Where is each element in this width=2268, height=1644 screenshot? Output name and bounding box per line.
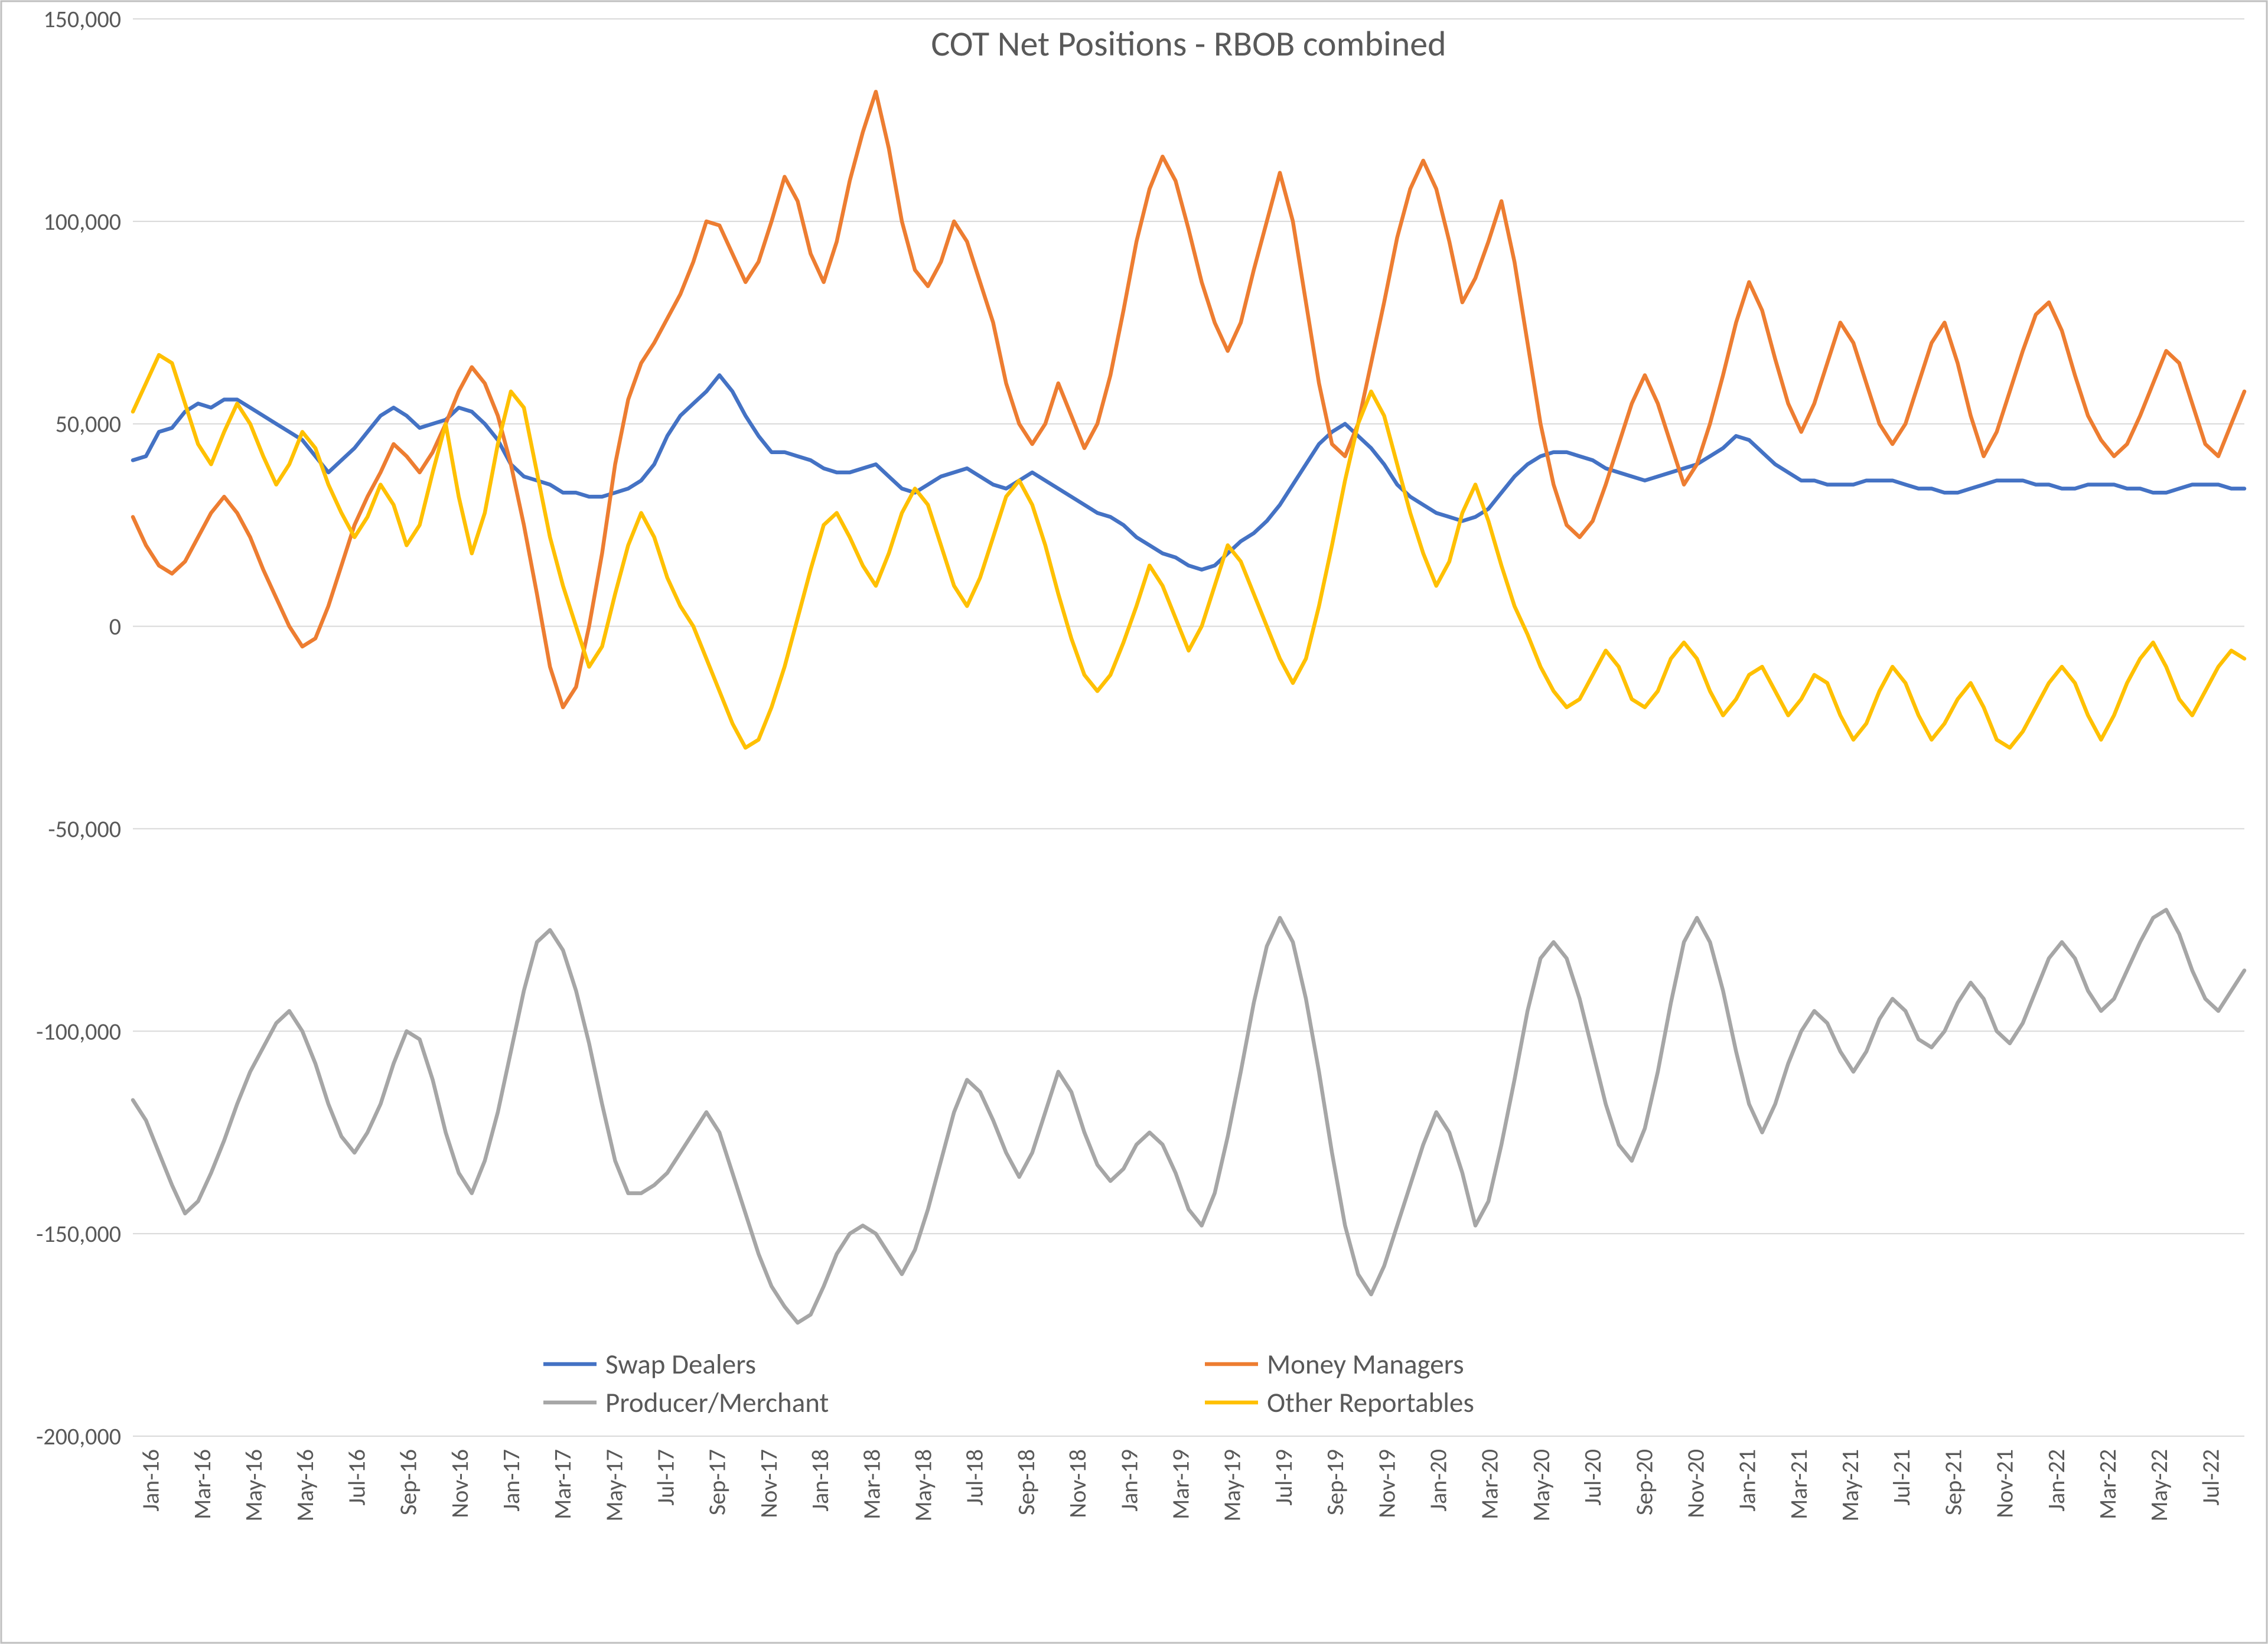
x-axis-label: Mar-21 — [1784, 1449, 1813, 1519]
legend-label: Swap Dealers — [605, 1347, 756, 1381]
y-axis-label: -50,000 — [48, 814, 121, 843]
x-axis-label: Jan-17 — [497, 1449, 526, 1512]
legend-label: Other Reportables — [1267, 1385, 1474, 1420]
x-axis-label: Jan-21 — [1733, 1449, 1762, 1512]
y-axis-label: 150,000 — [43, 5, 121, 34]
line-chart: -200,000 -150,000 -100,000 -50,000 0 50,000 10… — [0, 0, 2268, 1644]
x-axis-label: May-21 — [1836, 1449, 1865, 1522]
x-axis-label: May-18 — [909, 1449, 938, 1522]
x-axis-label: Nov-16 — [445, 1449, 474, 1518]
x-axis-label: May-20 — [1527, 1449, 1556, 1522]
x-axis-label: Jul-18 — [960, 1449, 989, 1506]
x-axis-label: Jan-18 — [806, 1449, 835, 1512]
x-axis-label: Mar-16 — [188, 1449, 217, 1519]
legend-label: Money Managers — [1267, 1347, 1464, 1381]
series-line — [133, 92, 2244, 707]
x-axis-label: May-19 — [1218, 1449, 1247, 1522]
chart-title: COT Net Positions - RBOB combined — [931, 22, 1446, 66]
x-axis-label: Mar-22 — [2093, 1449, 2122, 1519]
y-axis-label: -100,000 — [36, 1017, 121, 1046]
x-axis-label: May-16 — [291, 1449, 320, 1522]
x-axis-label: Jul-20 — [1578, 1449, 1607, 1506]
x-axis-label: Jan-16 — [136, 1449, 165, 1512]
legend-label: Producer/Merchant — [605, 1385, 829, 1420]
x-axis-label: Mar-18 — [857, 1449, 886, 1519]
x-axis-label: Sep-16 — [394, 1449, 423, 1515]
y-axis-label: 50,000 — [56, 410, 121, 439]
x-axis-label: Jul-22 — [2196, 1449, 2225, 1506]
y-axis-label: -150,000 — [36, 1219, 121, 1248]
y-axis-label: 100,000 — [43, 207, 121, 236]
x-axis-label: Sep-18 — [1012, 1449, 1041, 1515]
x-axis-label: Mar-19 — [1166, 1449, 1195, 1519]
x-axis-label: May-22 — [2145, 1449, 2174, 1522]
x-axis-label: Nov-19 — [1372, 1449, 1401, 1518]
x-axis-label: Nov-21 — [1990, 1449, 2019, 1518]
x-axis-label: Nov-17 — [754, 1449, 783, 1518]
x-axis-label: Nov-20 — [1682, 1449, 1710, 1518]
x-axis-label: Sep-20 — [1630, 1449, 1658, 1515]
x-axis-label: Jul-21 — [1887, 1449, 1916, 1506]
x-axis-label: May-17 — [599, 1449, 628, 1522]
x-axis-label: Jan-20 — [1424, 1449, 1453, 1512]
y-axis-label: -200,000 — [36, 1422, 121, 1451]
x-axis-label: May-16 — [239, 1449, 268, 1522]
x-axis-label: Jan-22 — [2042, 1449, 2071, 1512]
x-axis-label: Sep-17 — [703, 1449, 732, 1515]
x-axis-label: Sep-19 — [1321, 1449, 1350, 1515]
x-axis-label: Mar-20 — [1475, 1449, 1504, 1519]
y-axis-label: 0 — [109, 612, 121, 641]
x-axis-label: Jul-16 — [342, 1449, 371, 1506]
series-line — [133, 910, 2244, 1323]
x-axis-label: Jul-19 — [1269, 1449, 1298, 1506]
x-axis-label: Sep-21 — [1938, 1449, 1967, 1515]
series-line — [133, 375, 2244, 569]
chart-container: -200,000 -150,000 -100,000 -50,000 0 50,000 10… — [0, 0, 2268, 1644]
x-axis-label: Jul-17 — [651, 1449, 680, 1506]
x-axis-label: Jan-19 — [1115, 1449, 1143, 1512]
x-axis-label: Nov-18 — [1063, 1449, 1092, 1518]
x-axis-label: Mar-17 — [548, 1449, 577, 1519]
